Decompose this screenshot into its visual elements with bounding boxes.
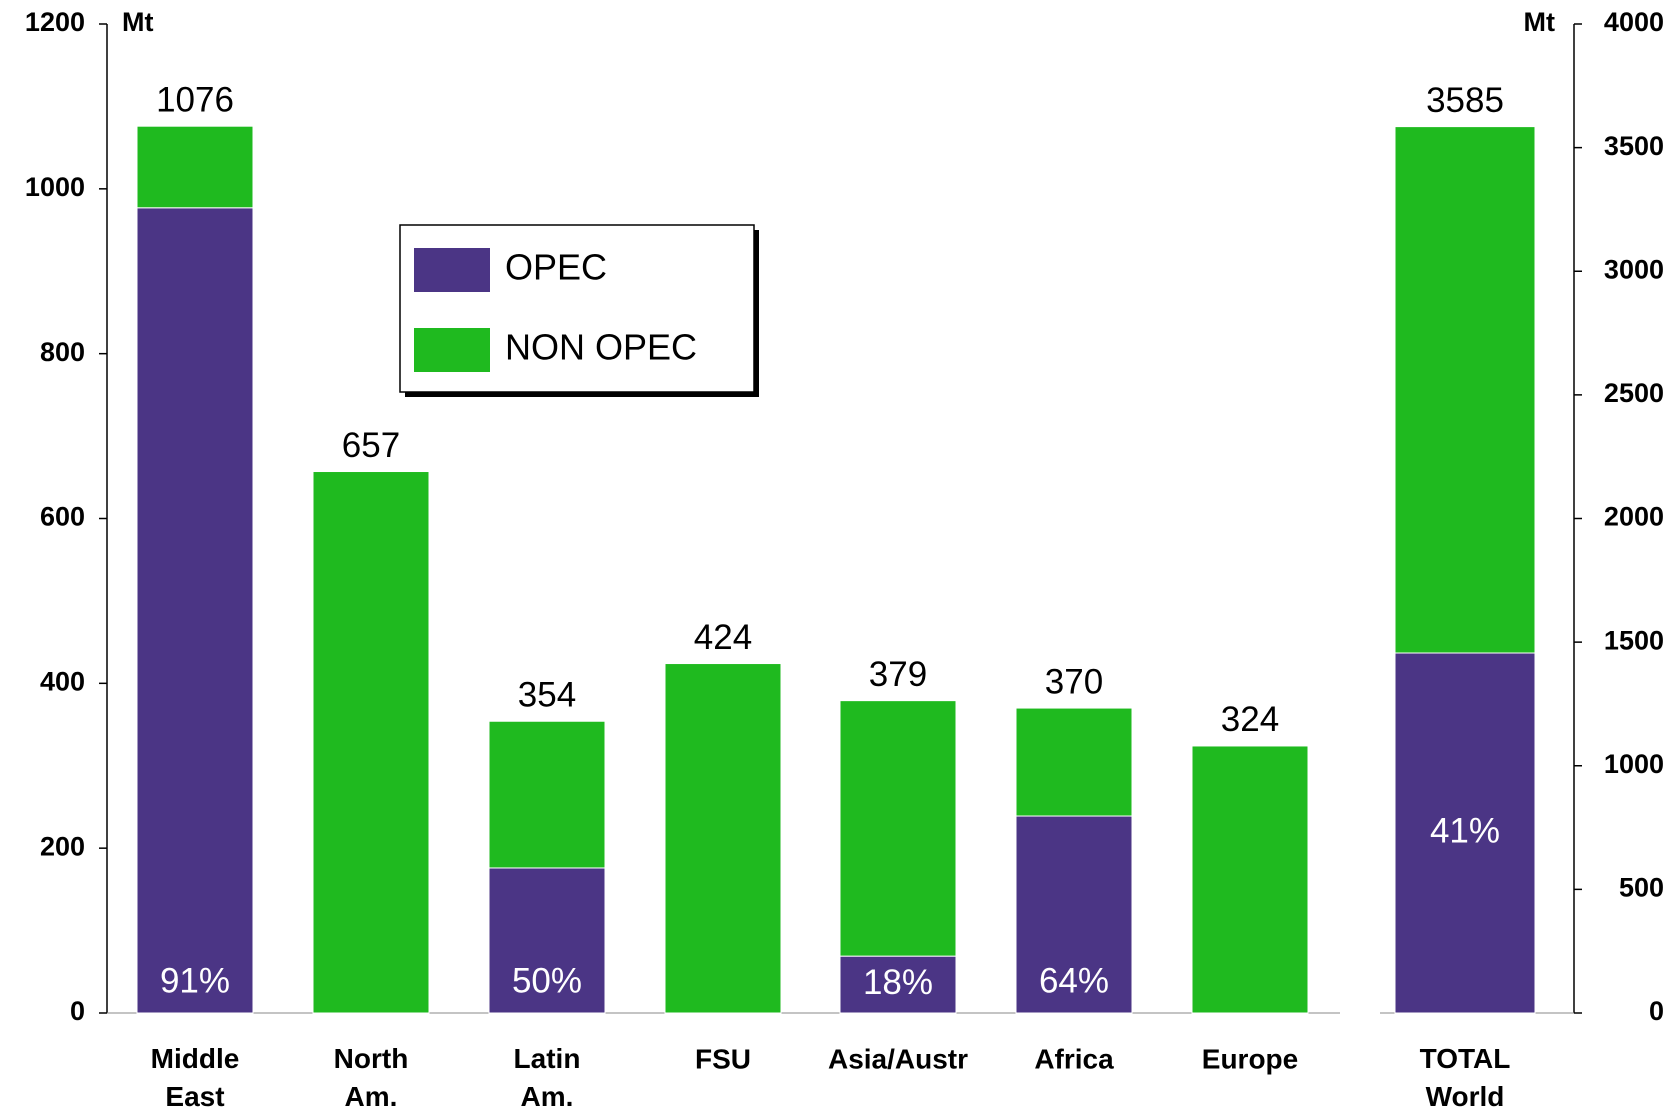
- total-label: 379: [869, 655, 927, 694]
- total-label: 657: [342, 426, 400, 465]
- x-tick-label: Asia/Austr: [828, 1043, 968, 1074]
- legend-label: NON OPEC: [505, 327, 697, 368]
- x-tick-label-line: World: [1426, 1081, 1505, 1111]
- bar-segment: [136, 207, 254, 1014]
- y-tick-label: 200: [40, 831, 85, 861]
- share-label: 18%: [863, 963, 933, 1002]
- x-tick-label: North Am.: [334, 1043, 409, 1111]
- y-unit: Mt: [122, 7, 153, 37]
- legend: OPEC NON OPEC: [399, 224, 759, 397]
- x-tick-label-line: Middle: [151, 1043, 240, 1074]
- legend-label: OPEC: [505, 247, 607, 288]
- y2-tick-label: 1000: [1604, 749, 1664, 779]
- bar-segment: [136, 125, 254, 209]
- y2-unit: Mt: [1524, 7, 1555, 37]
- bar-segment: [312, 471, 430, 1014]
- y2-tick-label: 3500: [1604, 131, 1664, 161]
- y2-tick-label: 2000: [1604, 502, 1664, 532]
- y-tick-label: 1000: [25, 172, 85, 202]
- x-tick-label-line: Latin: [514, 1043, 581, 1074]
- bar-segment: [1015, 815, 1133, 1014]
- share-label: 91%: [160, 961, 230, 1000]
- x-tick-label-line: East: [165, 1081, 224, 1111]
- x-tick-label: Africa: [1034, 1043, 1114, 1074]
- x-tick-label-line: Am.: [345, 1081, 398, 1111]
- share-label: 64%: [1039, 961, 1109, 1000]
- x-tick-label: Latin Am.: [514, 1043, 581, 1111]
- total-label: 354: [518, 675, 576, 714]
- y-tick-label: 800: [40, 337, 85, 367]
- y-tick-label: 400: [40, 666, 85, 696]
- bar-segment: [664, 663, 782, 1014]
- x-tick-label: TOTAL World: [1420, 1043, 1511, 1111]
- bar-segment: [1394, 126, 1536, 654]
- y2-tick-label: 0: [1649, 996, 1664, 1026]
- total-label: 370: [1045, 662, 1103, 701]
- x-tick-label-line: Am.: [521, 1081, 574, 1111]
- bar-segment: [1015, 707, 1133, 817]
- x-tick-label: Middle East: [151, 1043, 240, 1111]
- bar-segment: [1191, 745, 1309, 1014]
- share-label: 50%: [512, 961, 582, 1000]
- y2-tick-label: 3000: [1604, 254, 1664, 284]
- bar-segment: [839, 955, 957, 1014]
- y2-tick-label: 2500: [1604, 378, 1664, 408]
- share-label: 41%: [1430, 811, 1500, 850]
- y2-tick-label: 4000: [1604, 7, 1664, 37]
- legend-swatch: [414, 248, 490, 292]
- bar-segment: [839, 700, 957, 957]
- y-tick-label: 600: [40, 502, 85, 532]
- y-tick-label: 1200: [25, 7, 85, 37]
- legend-swatch: [414, 328, 490, 372]
- y2-tick-label: 500: [1619, 873, 1664, 903]
- total-label: 324: [1221, 700, 1279, 739]
- total-label: 424: [694, 618, 752, 657]
- total-label: 3585: [1426, 81, 1504, 120]
- bar-segment: [488, 867, 606, 1014]
- bar-segment: [488, 720, 606, 869]
- x-tick-label-line: TOTAL: [1420, 1043, 1511, 1074]
- x-tick-label: FSU: [695, 1043, 751, 1074]
- total-label: 1076: [156, 80, 234, 119]
- x-tick-label: Europe: [1202, 1043, 1298, 1074]
- bar-segment: [1394, 652, 1536, 1014]
- y-tick-label: 0: [70, 996, 85, 1026]
- x-tick-label-line: North: [334, 1043, 409, 1074]
- y2-tick-label: 1500: [1604, 625, 1664, 655]
